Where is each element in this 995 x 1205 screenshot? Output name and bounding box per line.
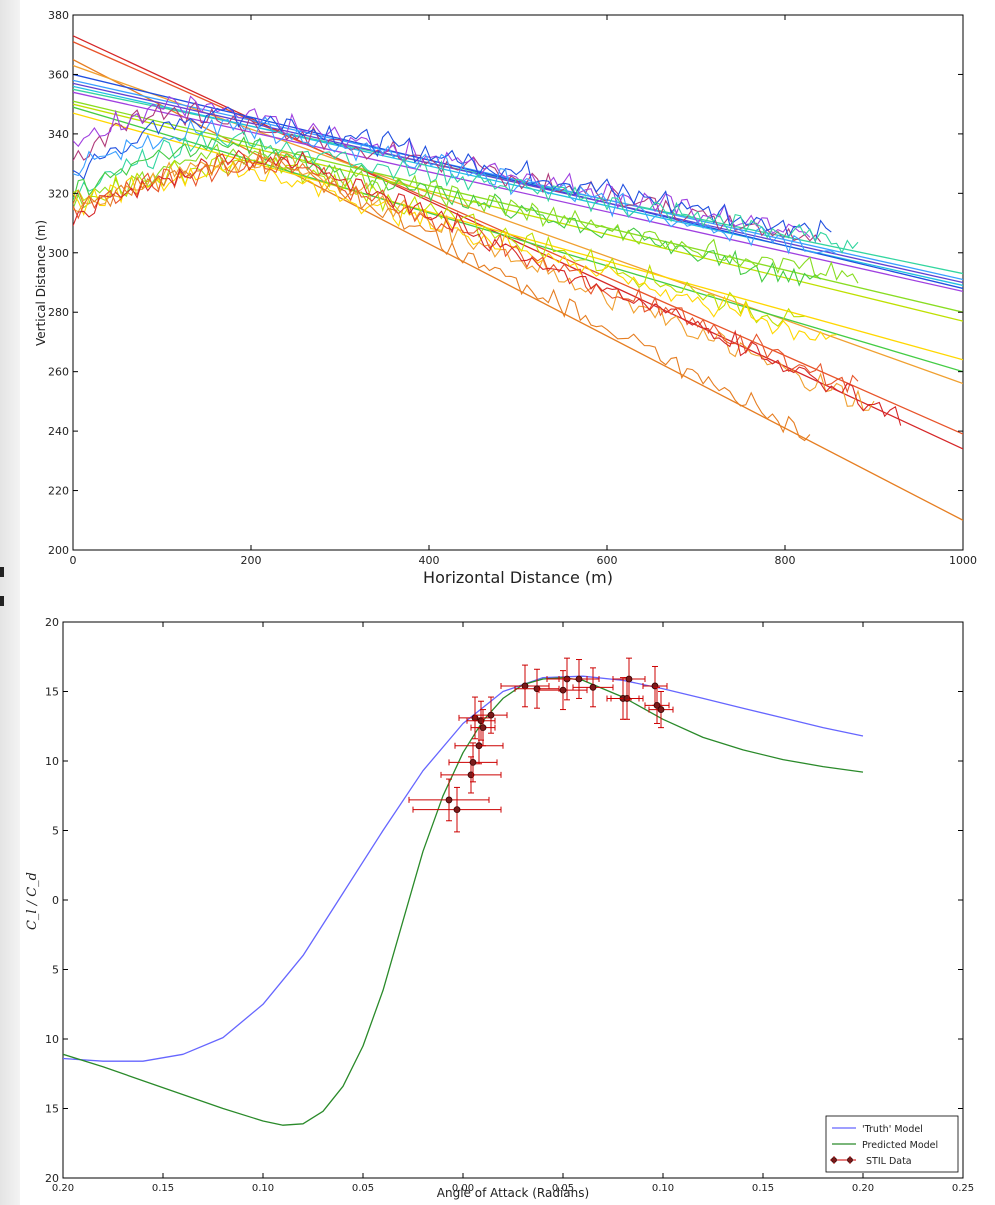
y-tick-label: 300 xyxy=(48,247,69,260)
legend-box xyxy=(825,1115,959,1173)
legend-label: STIL Data xyxy=(866,1156,912,1167)
x-tick-label: 800 xyxy=(775,554,796,567)
y-tick-label: 220 xyxy=(48,485,69,498)
plot-frame xyxy=(62,621,964,1179)
stil-data-point xyxy=(408,778,490,822)
y-tick-label: 260 xyxy=(48,366,69,379)
stil-data-point xyxy=(412,786,502,833)
trajectory-chart: 0 200 400 600 800 100020022024026028030032034… xyxy=(34,9,977,587)
legend: 'Truth' Model Predicted Model STIL Data xyxy=(825,1115,959,1173)
stil-data-point xyxy=(644,686,670,724)
x-tick-label: 600 xyxy=(597,554,618,567)
stil-data-point xyxy=(448,742,498,783)
stil-data-point xyxy=(648,691,674,729)
axis-ticks: 0.20 0.15 0.10 0.05 0.00 0.05 0.10 0.15 0.20 0.25… xyxy=(45,616,974,1194)
trajectory-track xyxy=(73,143,859,284)
y-tick-label: 320 xyxy=(48,187,69,200)
y-tick-label: 10 xyxy=(45,755,59,768)
x-tick-label: 0 xyxy=(70,554,77,567)
truth-model-line xyxy=(63,675,864,1062)
y-tick-label: 20 xyxy=(45,616,59,629)
fit-line xyxy=(73,35,963,450)
stil-data-point xyxy=(454,727,504,765)
trajectory-track xyxy=(73,101,822,243)
y-tick-label: 380 xyxy=(48,9,69,22)
lift-drag-chart: 0.20 0.15 0.10 0.05 0.00 0.05 0.10 0.15 0.20 0.25… xyxy=(25,616,974,1200)
trajectory-track xyxy=(73,136,821,287)
y-tick-label: 5 xyxy=(52,825,59,838)
left-margin-strip xyxy=(0,0,20,1205)
y-tick-label: 15 xyxy=(45,686,59,699)
legend-label: Predicted Model xyxy=(862,1140,938,1151)
y-tick-label: 0 xyxy=(52,894,59,907)
predicted-model-line xyxy=(63,676,864,1126)
x-axis-label: Horizontal Distance (m) xyxy=(423,568,613,587)
y-tick-label: 240 xyxy=(48,425,69,438)
stil-data-point xyxy=(558,659,600,699)
stil-data-point xyxy=(470,709,496,747)
trajectory-track xyxy=(73,162,837,341)
y-tick-label: 20 xyxy=(45,1172,59,1185)
x-tick-label: 0.20 xyxy=(52,1183,74,1194)
x-tick-label: 0.10 xyxy=(652,1183,674,1194)
x-tick-label: 0.15 xyxy=(752,1183,774,1194)
x-tick-label: 200 xyxy=(241,554,262,567)
left-margin-mark xyxy=(0,596,4,606)
y-axis-label: C_l / C_d xyxy=(25,872,40,930)
x-tick-label: 0.00 xyxy=(452,1183,474,1194)
y-tick-label: 10 xyxy=(45,1033,59,1046)
stil-data-point xyxy=(500,664,550,708)
trajectory-track xyxy=(73,130,859,254)
y-axis-label: Vertical Distance (m) xyxy=(34,220,48,346)
legend-label: 'Truth' Model xyxy=(862,1124,923,1135)
model-series-group xyxy=(63,675,864,1126)
y-tick-label: 280 xyxy=(48,306,69,319)
x-tick-label: 0.20 xyxy=(852,1183,874,1194)
x-tick-label: 0.25 xyxy=(952,1183,974,1194)
x-tick-label: 400 xyxy=(419,554,440,567)
fit-line xyxy=(73,64,963,385)
y-tick-label: 200 xyxy=(48,544,69,557)
y-tick-label: 340 xyxy=(48,128,69,141)
y-tick-label: 5 xyxy=(52,964,59,977)
left-margin-mark xyxy=(0,567,4,577)
stil-data-group xyxy=(408,657,674,833)
x-tick-label: 0.15 xyxy=(152,1183,174,1194)
legend-swatch xyxy=(830,1156,856,1164)
stil-data-point xyxy=(538,670,588,711)
stil-data-point xyxy=(612,657,646,701)
y-tick-label: 360 xyxy=(48,68,69,81)
y-tick-label: 15 xyxy=(45,1103,59,1116)
x-tick-label: 0.05 xyxy=(552,1183,574,1194)
fit-line xyxy=(73,106,963,373)
trajectory-track xyxy=(73,147,811,442)
x-axis-label: Angle of Attack (Radians) xyxy=(437,1186,589,1200)
axis-ticks: 0 200 400 600 800 100020022024026028030032034… xyxy=(48,9,977,567)
trajectory-track xyxy=(73,106,832,244)
trajectory-series-group xyxy=(73,35,963,521)
trajectory-track xyxy=(73,95,811,238)
x-tick-label: 0.05 xyxy=(352,1183,374,1194)
fit-line xyxy=(73,41,963,435)
x-tick-label: 0.10 xyxy=(252,1183,274,1194)
stil-data-point xyxy=(572,667,614,708)
x-tick-label: 1000 xyxy=(949,554,977,567)
stil-data-point xyxy=(474,696,508,734)
